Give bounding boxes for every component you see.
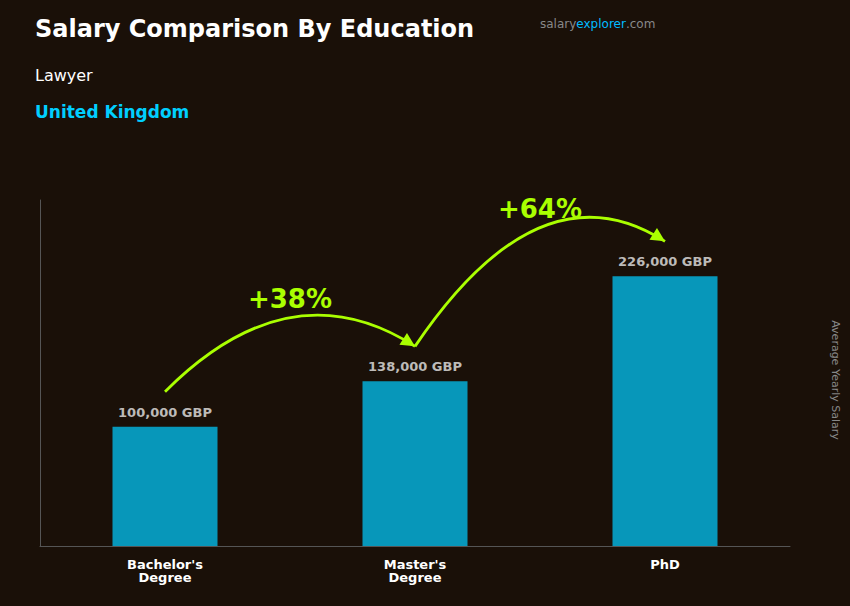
svg-text:Degree: Degree — [139, 570, 192, 585]
svg-text:PhD: PhD — [650, 557, 680, 572]
svg-text:+64%: +64% — [498, 194, 582, 224]
svg-text:.com: .com — [626, 17, 655, 31]
svg-text:Bachelor's: Bachelor's — [127, 557, 203, 572]
svg-text:salary: salary — [540, 17, 576, 31]
svg-text:+38%: +38% — [248, 284, 332, 314]
svg-text:Degree: Degree — [389, 570, 442, 585]
svg-text:Lawyer: Lawyer — [35, 66, 93, 85]
svg-text:138,000 GBP: 138,000 GBP — [368, 359, 462, 374]
svg-text:United Kingdom: United Kingdom — [35, 102, 189, 122]
svg-text:Salary Comparison By Education: Salary Comparison By Education — [35, 15, 474, 43]
svg-text:100,000 GBP: 100,000 GBP — [118, 405, 212, 420]
svg-text:Master's: Master's — [383, 557, 447, 572]
svg-text:226,000 GBP: 226,000 GBP — [618, 254, 712, 269]
svg-text:explorer: explorer — [576, 17, 626, 31]
svg-text:Average Yearly Salary: Average Yearly Salary — [829, 320, 842, 440]
